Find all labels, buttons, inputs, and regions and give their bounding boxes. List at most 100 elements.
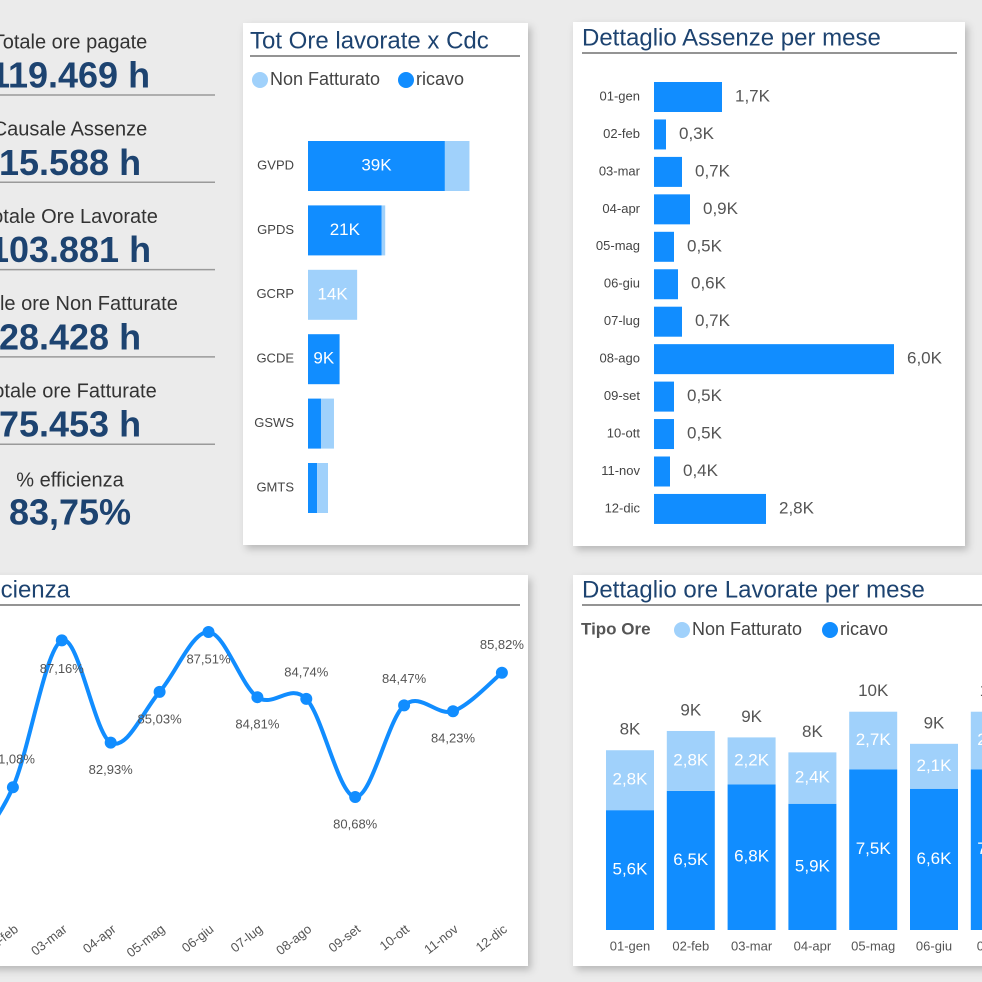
x-tick-label: 05-mag bbox=[851, 938, 895, 953]
bar bbox=[317, 463, 329, 513]
legend-label: Non Fatturato bbox=[692, 619, 802, 639]
data-label: 2,7K bbox=[856, 730, 892, 749]
total-label: 9K bbox=[741, 707, 762, 726]
y-tick-label: 05-mag bbox=[596, 238, 640, 253]
data-label: 2,4K bbox=[795, 768, 831, 787]
x-tick-label: 03-mar bbox=[731, 938, 773, 953]
data-label: 6,6K bbox=[917, 849, 953, 868]
kpi-label: Totale ore Fatturate bbox=[0, 380, 157, 402]
data-label: 0,5K bbox=[687, 236, 723, 255]
bar bbox=[654, 194, 690, 225]
data-label: 7,5K bbox=[977, 839, 982, 858]
legend-swatch bbox=[252, 72, 268, 88]
data-label: 0,3K bbox=[679, 124, 715, 143]
data-label: 2,1K bbox=[917, 756, 953, 775]
data-label: 0,4K bbox=[683, 461, 719, 480]
kpi-label: % efficienza bbox=[16, 469, 124, 491]
bar bbox=[654, 493, 766, 524]
bar bbox=[970, 711, 982, 770]
data-label: 0,5K bbox=[687, 386, 723, 405]
data-label: 2,2K bbox=[734, 750, 770, 769]
chart-title: Dettaglio Assenze per mese bbox=[582, 24, 881, 51]
data-label: 2,8K bbox=[779, 498, 815, 517]
y-tick-label: GMTS bbox=[256, 479, 294, 494]
bar bbox=[666, 790, 715, 930]
data-label: 2,7K bbox=[977, 730, 982, 749]
bar bbox=[727, 737, 776, 785]
total-label: 9K bbox=[924, 713, 945, 732]
data-label: 87,51% bbox=[186, 651, 231, 666]
bar bbox=[654, 419, 674, 450]
bar bbox=[308, 269, 358, 320]
bar bbox=[381, 205, 386, 256]
kpi-value: 28.428 h bbox=[0, 316, 141, 357]
point bbox=[251, 691, 264, 704]
point bbox=[104, 736, 117, 749]
bar bbox=[654, 344, 894, 375]
kpi-label: Totale ore Non Fatturate bbox=[0, 293, 178, 315]
point bbox=[495, 666, 508, 679]
legend-title: Tipo Ore bbox=[581, 619, 651, 638]
bar bbox=[654, 456, 670, 487]
point bbox=[349, 790, 362, 803]
x-tick-label: 07-lug bbox=[977, 938, 982, 953]
bar bbox=[788, 803, 837, 930]
bar bbox=[849, 769, 898, 930]
data-label: 5,6K bbox=[613, 860, 649, 879]
y-tick-label: 10-ott bbox=[607, 425, 641, 440]
bar bbox=[970, 769, 982, 930]
y-tick-label: 09-set bbox=[604, 388, 641, 403]
chart-title: Dettaglio ore Lavorate per mese bbox=[582, 576, 925, 603]
bar bbox=[654, 82, 722, 112]
bar bbox=[654, 306, 682, 337]
y-tick-label: 02-feb bbox=[603, 126, 640, 141]
y-tick-label: 04-apr bbox=[602, 201, 640, 216]
data-label: 21K bbox=[330, 220, 361, 239]
point bbox=[153, 685, 166, 698]
y-tick-label: GSWS bbox=[254, 415, 294, 430]
total-label: 9K bbox=[680, 700, 701, 719]
legend-swatch bbox=[674, 622, 690, 638]
bar bbox=[654, 269, 678, 300]
legend-label: ricavo bbox=[416, 69, 464, 89]
total-label: 10K bbox=[858, 681, 889, 700]
data-label: 84,23% bbox=[431, 731, 476, 746]
data-label: 14K bbox=[317, 284, 348, 303]
y-tick-label: 12-dic bbox=[605, 500, 641, 515]
data-label: 7,5K bbox=[856, 839, 892, 858]
bar bbox=[308, 463, 318, 513]
bar bbox=[444, 141, 470, 191]
data-label: 81,08% bbox=[0, 752, 35, 767]
data-label: 0,7K bbox=[695, 161, 731, 180]
bar bbox=[308, 334, 340, 385]
chart-title: Tot Ore lavorate x Cdc bbox=[250, 27, 489, 54]
y-tick-label: 07-lug bbox=[604, 313, 640, 328]
data-label: 84,81% bbox=[235, 717, 280, 732]
data-label: 0,6K bbox=[691, 274, 727, 293]
bar bbox=[849, 711, 898, 770]
bar bbox=[654, 119, 666, 150]
data-label: 87,16% bbox=[40, 661, 85, 676]
legend-swatch bbox=[822, 622, 838, 638]
bar bbox=[910, 743, 958, 789]
card bbox=[243, 23, 528, 545]
y-tick-label: 08-ago bbox=[600, 351, 640, 366]
bar bbox=[320, 398, 334, 449]
kpi-value: 103.881 h bbox=[0, 229, 151, 270]
kpi-value: 75.453 h bbox=[0, 404, 141, 445]
data-label: 5,9K bbox=[795, 856, 831, 875]
bar bbox=[727, 784, 776, 930]
bar bbox=[606, 810, 654, 930]
legend-label: ricavo bbox=[840, 619, 888, 639]
point bbox=[300, 692, 313, 705]
total-label: 8K bbox=[802, 722, 823, 741]
x-tick-label: 04-apr bbox=[794, 938, 832, 953]
point bbox=[6, 781, 19, 794]
bar bbox=[666, 730, 715, 791]
x-tick-label: 01-gen bbox=[610, 938, 650, 953]
y-tick-label: GCDE bbox=[256, 351, 294, 366]
data-label: 85,82% bbox=[480, 637, 525, 652]
bar bbox=[788, 752, 837, 804]
point bbox=[202, 625, 215, 638]
